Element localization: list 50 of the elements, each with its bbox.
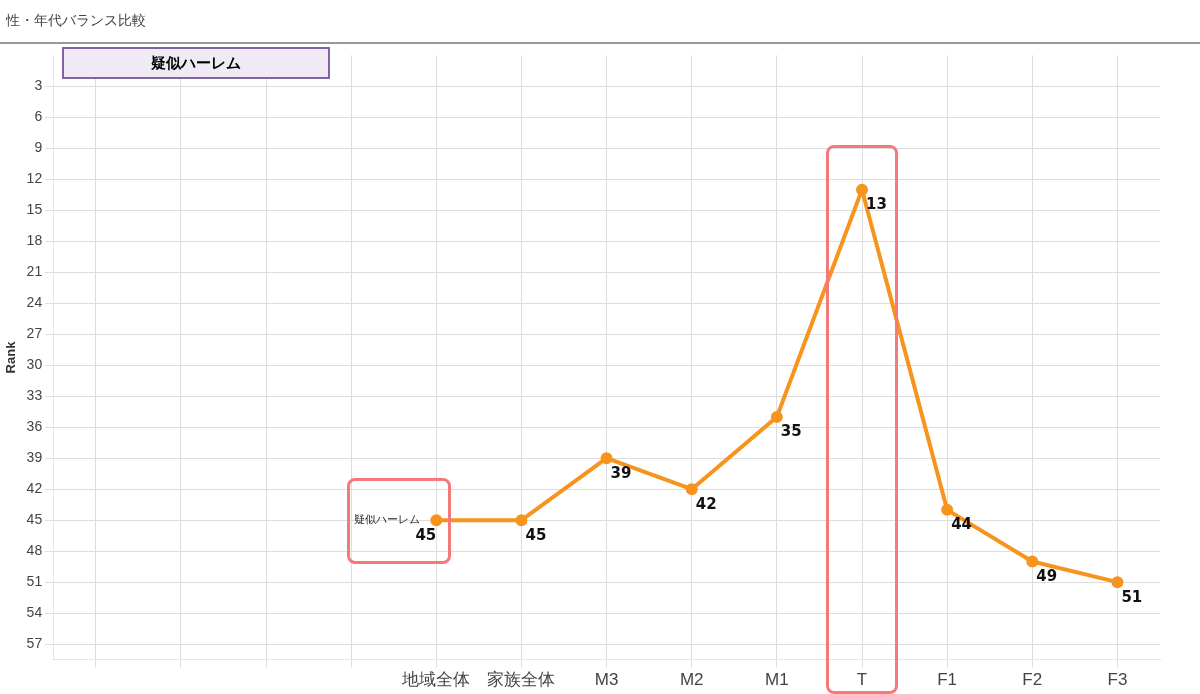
x-tick-label: M2 bbox=[679, 670, 704, 690]
y-axis-title: Rank bbox=[3, 340, 19, 374]
point bbox=[515, 514, 528, 527]
x-tick-label: T bbox=[856, 670, 868, 690]
point bbox=[1111, 576, 1124, 589]
y-tick-label: 18 bbox=[26, 232, 43, 249]
x-tick-label: M1 bbox=[765, 670, 789, 690]
point bbox=[856, 183, 869, 196]
y-tick-label: 42 bbox=[26, 480, 43, 497]
y-tick-label: 57 bbox=[26, 634, 43, 651]
data-label: 42 bbox=[695, 494, 717, 513]
series-label: 疑似ハーレム bbox=[354, 513, 421, 527]
point bbox=[770, 410, 783, 423]
name-box: 疑似ハーレム bbox=[62, 47, 330, 79]
data-label: 49 bbox=[1036, 566, 1058, 585]
y-tick-label: 24 bbox=[26, 294, 43, 311]
y-tick-label: 9 bbox=[34, 139, 43, 156]
y-tick-label: 33 bbox=[26, 387, 43, 404]
y-tick-label: 12 bbox=[26, 170, 43, 187]
chart-title: 性・年代バランス比較 bbox=[6, 12, 146, 30]
y-tick-label: 3 bbox=[34, 77, 43, 94]
y-tick-label: 45 bbox=[26, 511, 43, 528]
x-tick-label: 地域全体 bbox=[401, 670, 471, 690]
y-tick-label: 6 bbox=[34, 108, 43, 125]
y-tick-label: 27 bbox=[26, 325, 43, 342]
data-label: 44 bbox=[951, 515, 973, 534]
data-label: 45 bbox=[525, 525, 547, 544]
y-tick-label: 30 bbox=[26, 356, 43, 373]
data-label: 35 bbox=[780, 422, 802, 441]
y-tick-label: 51 bbox=[26, 573, 43, 589]
x-tick-label: 家族全体 bbox=[487, 670, 556, 690]
x-tick-label: M3 bbox=[594, 670, 619, 690]
data-label: 39 bbox=[610, 463, 632, 482]
data-label: 13 bbox=[866, 195, 887, 214]
y-tick-label: 39 bbox=[26, 449, 43, 466]
point bbox=[1026, 555, 1039, 568]
y-tick-label: 48 bbox=[26, 542, 43, 559]
point bbox=[600, 452, 613, 465]
point bbox=[941, 503, 954, 516]
y-tick-label: 36 bbox=[26, 418, 43, 435]
x-tick-label: F1 bbox=[937, 670, 958, 690]
y-tick-label: 21 bbox=[26, 263, 43, 280]
y-tick-label: 15 bbox=[26, 201, 43, 218]
point bbox=[685, 483, 698, 496]
x-tick-label: F2 bbox=[1022, 670, 1043, 690]
data-label: 45 bbox=[415, 525, 437, 544]
data-label: 51 bbox=[1121, 587, 1143, 606]
y-tick-label: 54 bbox=[26, 603, 43, 620]
point bbox=[430, 514, 443, 527]
x-tick-label: F3 bbox=[1107, 670, 1128, 690]
